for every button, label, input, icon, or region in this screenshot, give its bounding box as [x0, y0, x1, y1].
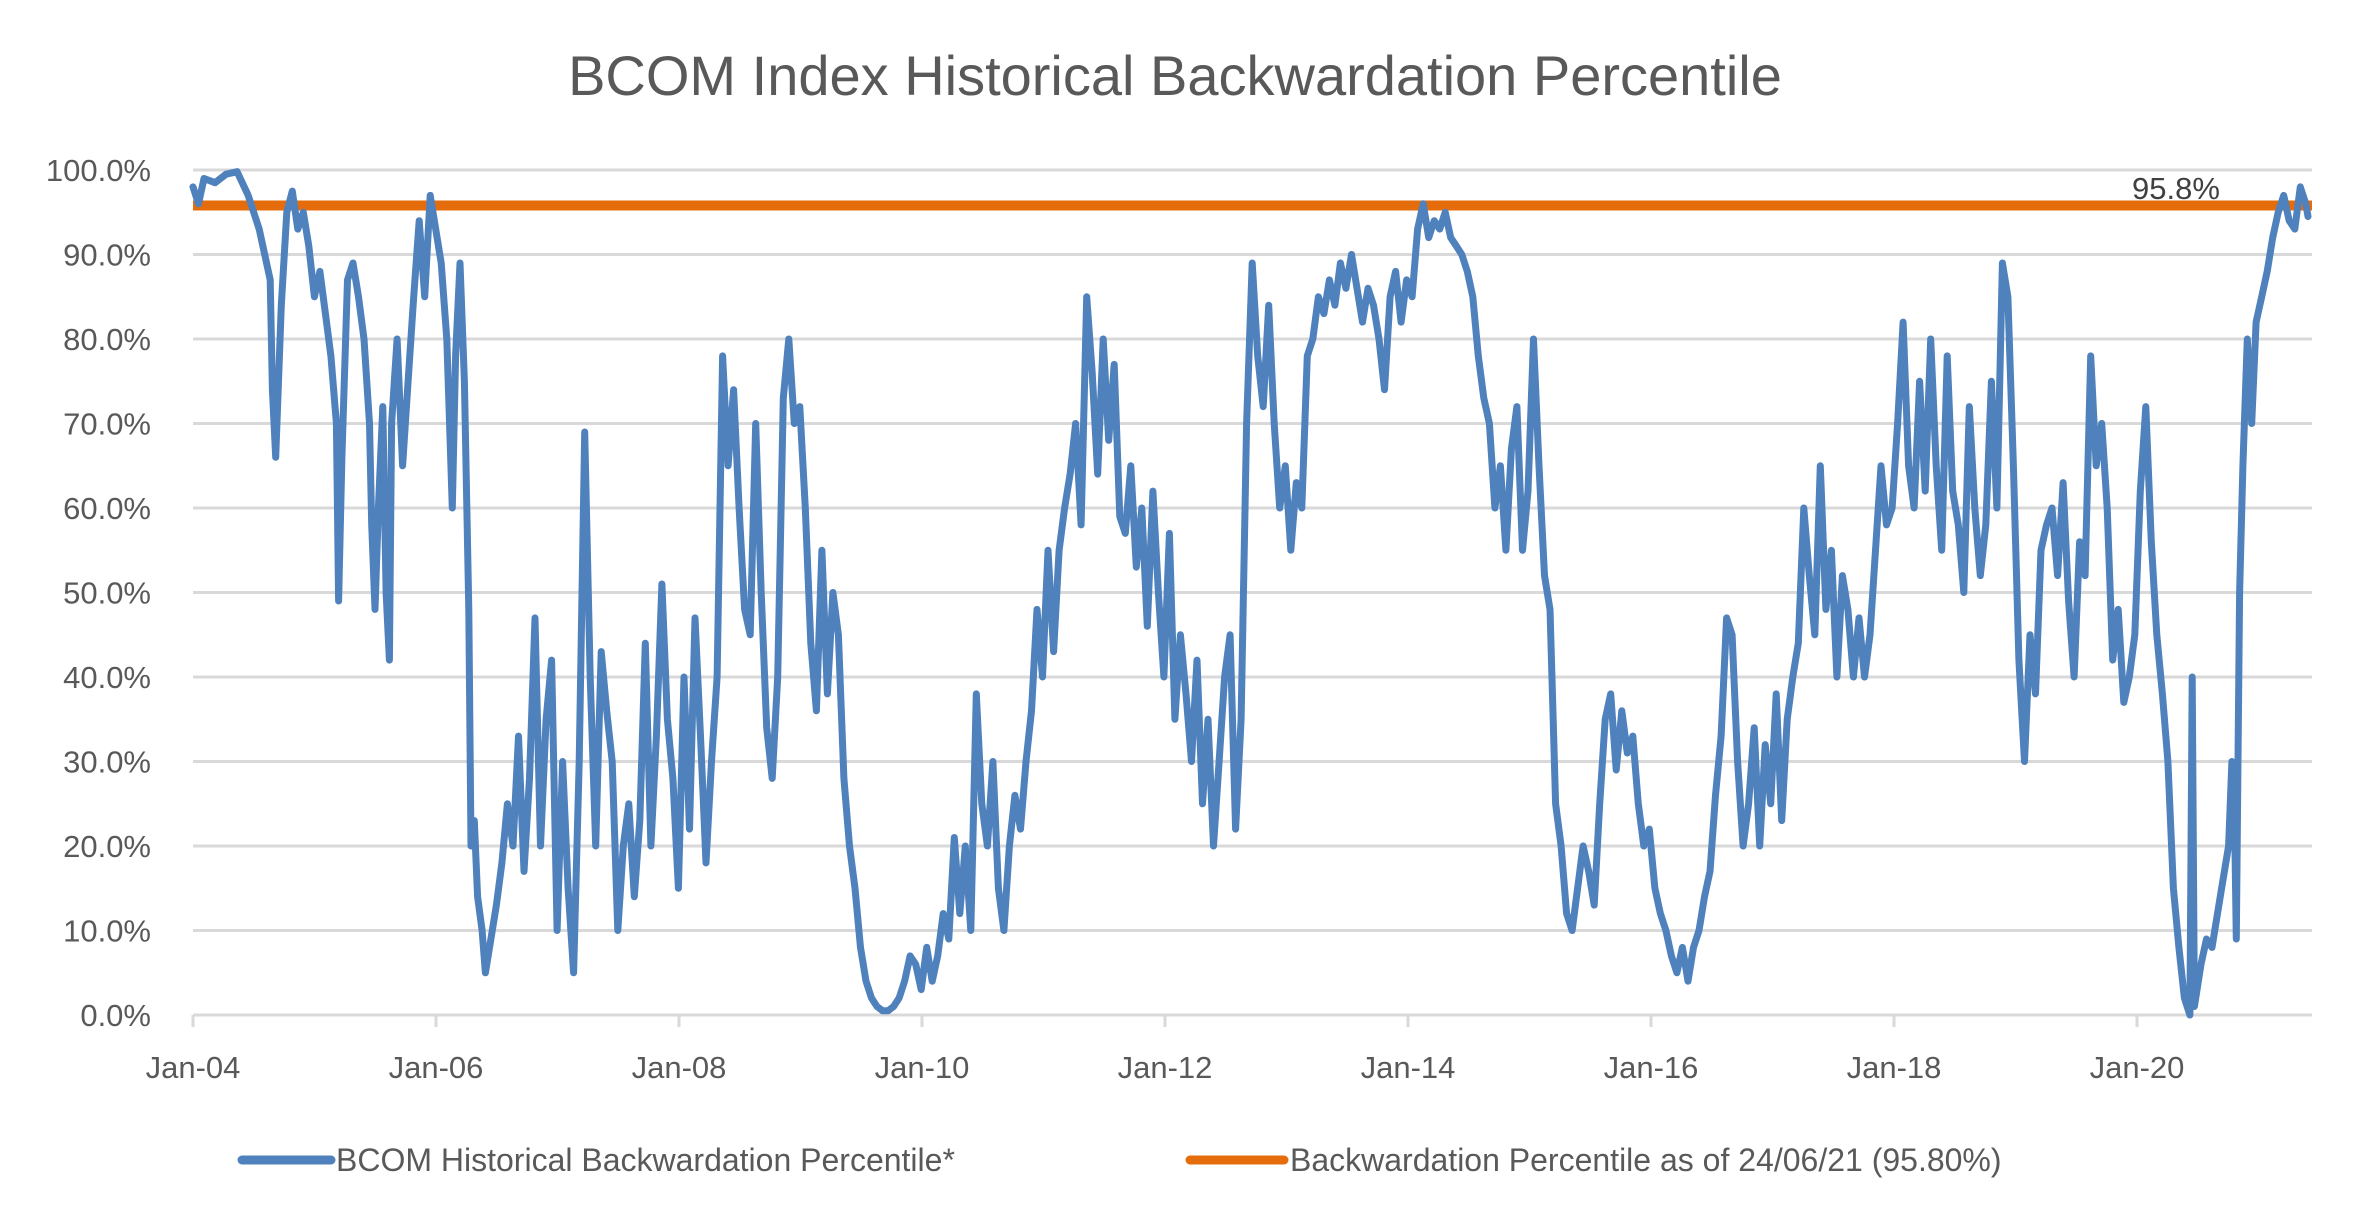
- x-tick-label: Jan-08: [632, 1050, 727, 1085]
- value-annotation: 95.8%: [2132, 171, 2220, 206]
- y-tick-label: 60.0%: [63, 491, 151, 526]
- legend-series-label: BCOM Historical Backwardation Percentile…: [336, 1142, 955, 1178]
- y-tick-label: 90.0%: [63, 238, 151, 273]
- y-tick-label: 20.0%: [63, 829, 151, 864]
- legend-item-series[interactable]: BCOM Historical Backwardation Percentile…: [237, 1142, 955, 1178]
- y-tick-label: 40.0%: [63, 660, 151, 695]
- legend-item-reference[interactable]: Backwardation Percentile as of 24/06/21 …: [1185, 1142, 2002, 1178]
- x-tick-label: Jan-12: [1118, 1050, 1213, 1085]
- legend-reference-label: Backwardation Percentile as of 24/06/21 …: [1290, 1142, 2002, 1178]
- legend: BCOM Historical Backwardation Percentile…: [237, 1142, 2002, 1178]
- y-axis: 100.0% 90.0% 80.0% 70.0% 60.0% 50.0% 40.0% 30.0…: [46, 153, 151, 1033]
- x-axis: Jan-04 Jan-06 Jan-08 Jan-10 Jan-12 Jan-14 Jan-…: [146, 1015, 2185, 1085]
- y-tick-label: 70.0%: [63, 407, 151, 442]
- x-tick-label: Jan-06: [389, 1050, 484, 1085]
- y-tick-label: 80.0%: [63, 322, 151, 357]
- y-tick-label: 100.0%: [46, 153, 151, 188]
- y-tick-label: 10.0%: [63, 914, 151, 949]
- chart-title: BCOM Index Historical Backwardation Perc…: [568, 44, 1782, 107]
- gridlines: [193, 168, 2312, 1017]
- x-tick-label: Jan-18: [1847, 1050, 1942, 1085]
- x-tick-label: Jan-16: [1604, 1050, 1699, 1085]
- x-tick-label: Jan-04: [146, 1050, 241, 1085]
- x-tick-label: Jan-20: [2090, 1050, 2185, 1085]
- y-tick-label: 30.0%: [63, 745, 151, 780]
- x-tick-label: Jan-14: [1361, 1050, 1456, 1085]
- x-tick-label: Jan-10: [875, 1050, 970, 1085]
- y-tick-label: 0.0%: [80, 998, 151, 1033]
- series-line: [189, 168, 2312, 1019]
- y-tick-label: 50.0%: [63, 576, 151, 611]
